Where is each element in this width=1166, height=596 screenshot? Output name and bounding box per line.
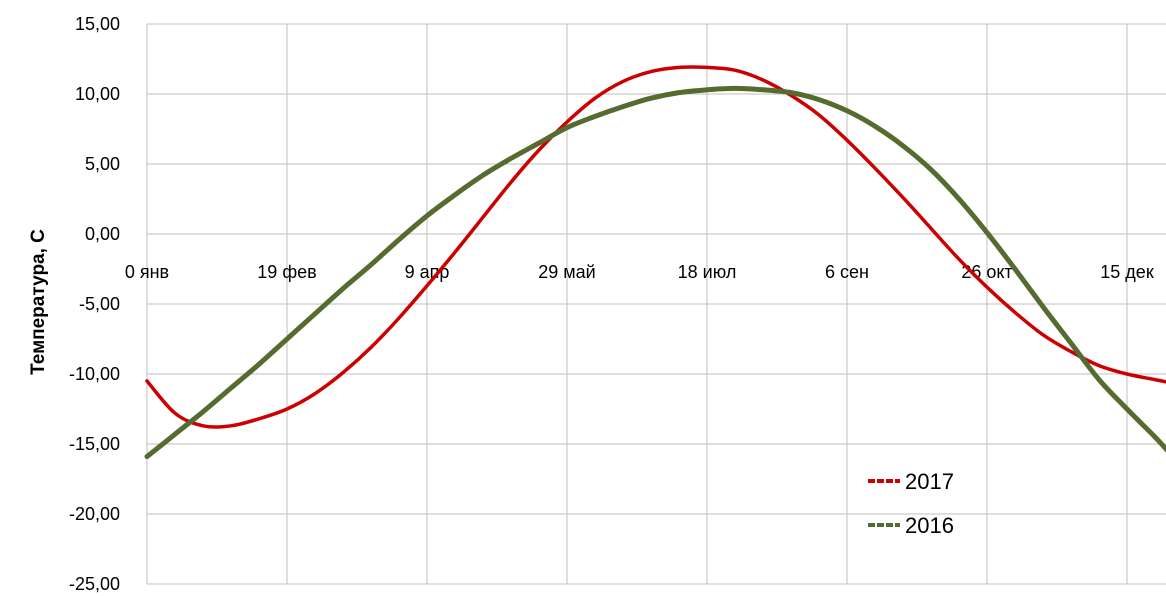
legend: 2017 2016 bbox=[868, 469, 954, 538]
y-tick-label: 5,00 bbox=[85, 154, 120, 174]
y-axis-tick-labels: 15,00 10,00 5,00 0,00 -5,00 -10,00 -15,00 -20,0… bbox=[69, 14, 120, 594]
y-tick-label: -20,00 bbox=[69, 504, 120, 524]
y-tick-label: -10,00 bbox=[69, 364, 120, 384]
y-tick-label: -25,00 bbox=[69, 574, 120, 594]
y-tick-label: -15,00 bbox=[69, 434, 120, 454]
y-tick-label: 15,00 bbox=[75, 14, 120, 34]
x-tick-label: 9 апр bbox=[405, 262, 450, 282]
series-line-2016 bbox=[144, 85, 1166, 460]
legend-item-2017: 2017 bbox=[868, 469, 954, 494]
y-tick-label: 10,00 bbox=[75, 84, 120, 104]
legend-label: 2016 bbox=[905, 513, 954, 538]
y-tick-label: -5,00 bbox=[79, 294, 120, 314]
x-tick-label: 29 май bbox=[538, 262, 595, 282]
x-axis-tick-labels: 0 янв 19 фев 9 апр 29 май 18 июл 6 сен 26 окт 1… bbox=[125, 262, 1154, 282]
y-axis-label: Температура, С bbox=[28, 229, 49, 375]
x-tick-label: 15 дек bbox=[1100, 262, 1154, 282]
grid-lines bbox=[146, 23, 1166, 585]
y-tick-label: 0,00 bbox=[85, 224, 120, 244]
legend-label: 2017 bbox=[905, 469, 954, 494]
x-tick-label: 6 сен bbox=[825, 262, 869, 282]
x-tick-label: 19 фев bbox=[257, 262, 316, 282]
series-lines bbox=[144, 65, 1166, 460]
legend-item-2016: 2016 bbox=[868, 513, 954, 538]
x-tick-label: 18 июл bbox=[678, 262, 737, 282]
x-tick-label: 0 янв bbox=[125, 262, 169, 282]
series-line-2017 bbox=[145, 65, 1166, 429]
